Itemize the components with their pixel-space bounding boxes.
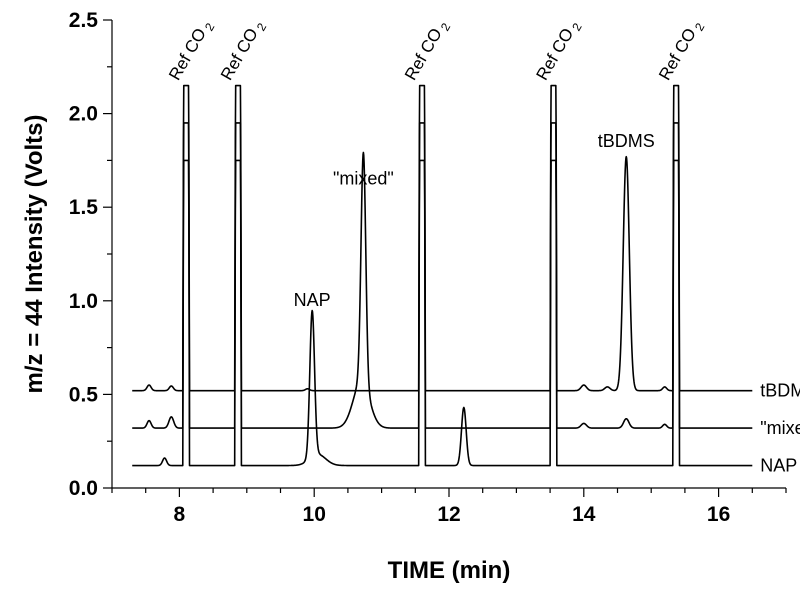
x-tick-label: 16: [707, 503, 730, 526]
ref-co2-label: Ref CO2: [401, 16, 453, 85]
trace-label: NAP: [760, 456, 797, 476]
x-tick-label: 14: [572, 503, 596, 526]
x-tick-label: 10: [303, 503, 326, 526]
trace-label: "mixed": [760, 418, 800, 438]
y-tick-label: 2.5: [69, 9, 99, 32]
y-tick-label: 2.0: [69, 103, 98, 126]
y-tick-label: 0.0: [69, 477, 98, 500]
trace-nap: [131, 159, 753, 467]
ref-co2-label: Ref CO2: [532, 16, 584, 85]
ref-co2-text: Ref CO2: [532, 16, 584, 85]
axes: 8 10 12 14 16 0.0 0.5 1.0 1.5 2.0 2.5: [69, 9, 787, 526]
x-tick-label: 8: [174, 503, 186, 526]
y-tick-label: 1.5: [69, 196, 99, 219]
peak-label: tBDMS: [598, 131, 655, 151]
ref-co2-label: Ref CO2: [217, 16, 269, 85]
y-tick-label: 0.5: [69, 383, 99, 406]
x-tick-label: 12: [437, 503, 460, 526]
ref-co2-text: Ref CO2: [401, 16, 453, 85]
traces: [131, 84, 753, 467]
peak-label: NAP: [294, 290, 331, 310]
y-tick-label: 1.0: [69, 290, 98, 313]
ref-co2-text: Ref CO2: [217, 16, 269, 85]
trace-mixed: [131, 122, 753, 429]
ref-co2-label: Ref CO2: [655, 16, 707, 85]
x-axis-title: TIME (min): [388, 557, 511, 584]
peak-label: "mixed": [333, 168, 394, 188]
ref-co2-text: Ref CO2: [655, 16, 707, 85]
ref-co2-label: Ref CO2: [165, 16, 217, 85]
trace-tbdms: [131, 84, 753, 392]
y-axis-title: m/z = 44 Intensity (Volts): [21, 115, 48, 394]
trace-label: tBDMS: [760, 381, 800, 401]
ref-co2-text: Ref CO2: [165, 16, 217, 85]
